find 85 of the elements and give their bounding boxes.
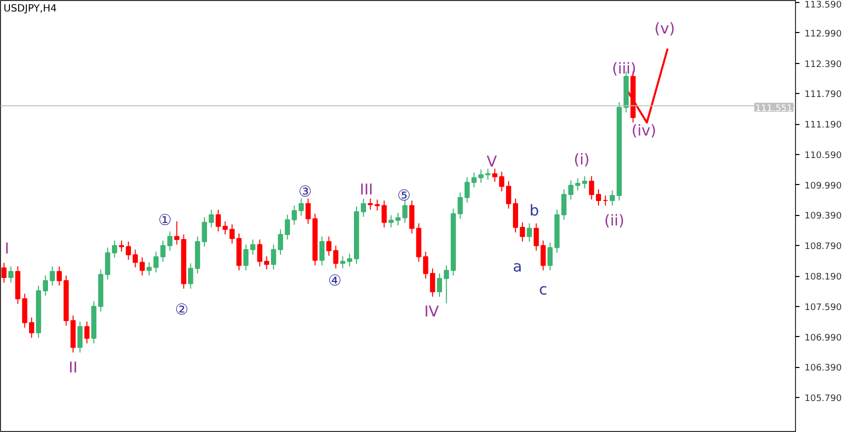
annotation: (iii) [612,59,636,78]
candlestick [84,321,90,344]
annotation: b [529,202,540,220]
y-tick-label: 109.390 [804,212,842,222]
candlestick [409,200,414,234]
candlestick [202,216,208,248]
candlestick [306,198,311,224]
candlestick [540,240,546,271]
y-tick-label: 111.190 [804,120,842,131]
candlestick [382,200,387,228]
y-tick-label: 107.590 [804,302,842,313]
candlestick [1,262,7,284]
y-tick-label: 108.190 [804,272,842,283]
candlestick [56,266,62,286]
annotation: ④ [328,272,342,290]
candlestick [478,169,484,184]
chart-title: USDJPY,H4 [4,4,57,14]
candlestick [270,244,276,270]
annotation: IV [424,302,440,320]
candlestick [8,266,14,284]
annotation: (v) [654,19,675,38]
candlestick [278,228,284,256]
candlestick [464,176,470,204]
annotation: (ii) [604,211,624,230]
annotation: ③ [298,182,312,200]
candlestick [485,168,490,180]
annotation: (i) [574,150,590,169]
annotation: c [539,280,548,299]
annotation: V [486,152,498,171]
candlestick [388,214,394,228]
y-tick-label: 106.990 [804,333,842,344]
candlestick [105,247,110,280]
candlestick [160,240,166,262]
candlestick [534,222,539,252]
candlestick [112,240,118,258]
y-tick-label: 112.990 [804,29,842,40]
candlestick [436,272,442,298]
candlestick [347,253,352,267]
annotation: II [68,358,78,377]
candlestick [230,224,235,244]
candlestick [208,209,214,228]
candlestick [250,239,256,256]
candlestick [153,251,159,273]
candlestick [340,256,346,269]
annotation: (iv) [632,122,656,140]
annotation: ① [158,210,172,229]
candlestick [50,266,55,286]
candlestick [77,321,83,353]
candlestick [596,188,602,206]
candlestick [167,230,172,252]
annotation: ⑤ [397,186,411,204]
annotation: III [360,180,374,198]
candlestick [118,240,124,252]
ref-line-label: 111.551 [755,104,792,114]
candlestick [561,188,566,220]
candlestick [471,172,477,188]
candlestick [588,176,594,200]
candlestick [430,268,436,298]
candlestick [146,262,152,276]
candlestick [395,212,401,226]
annotation: a [512,257,522,276]
y-tick-label: 108.790 [804,242,842,252]
candlestick [188,262,194,290]
candlestick [610,190,615,206]
candlestick [42,275,48,296]
annotation: I [4,240,10,258]
candlestick [520,222,526,242]
y-tick-label: 106.390 [804,364,842,374]
candlestick [174,220,180,246]
annotation: ② [174,300,188,318]
candlestick [319,236,325,266]
y-tick-label: 110.590 [804,150,842,161]
candlestick [548,242,553,271]
candlestick [29,317,34,338]
candlestick [243,244,248,271]
y-tick-label: 112.390 [804,60,842,70]
candlestick [526,222,532,242]
candlestick [360,198,366,218]
y-tick-label: 109.990 [804,181,842,192]
candlestick [512,198,518,233]
candlestick [402,200,408,224]
y-tick-label: 113.590 [804,0,842,10]
y-tick-label: 111.790 [804,90,842,100]
candlestick [582,176,588,189]
y-tick-label: 105.790 [804,394,842,404]
